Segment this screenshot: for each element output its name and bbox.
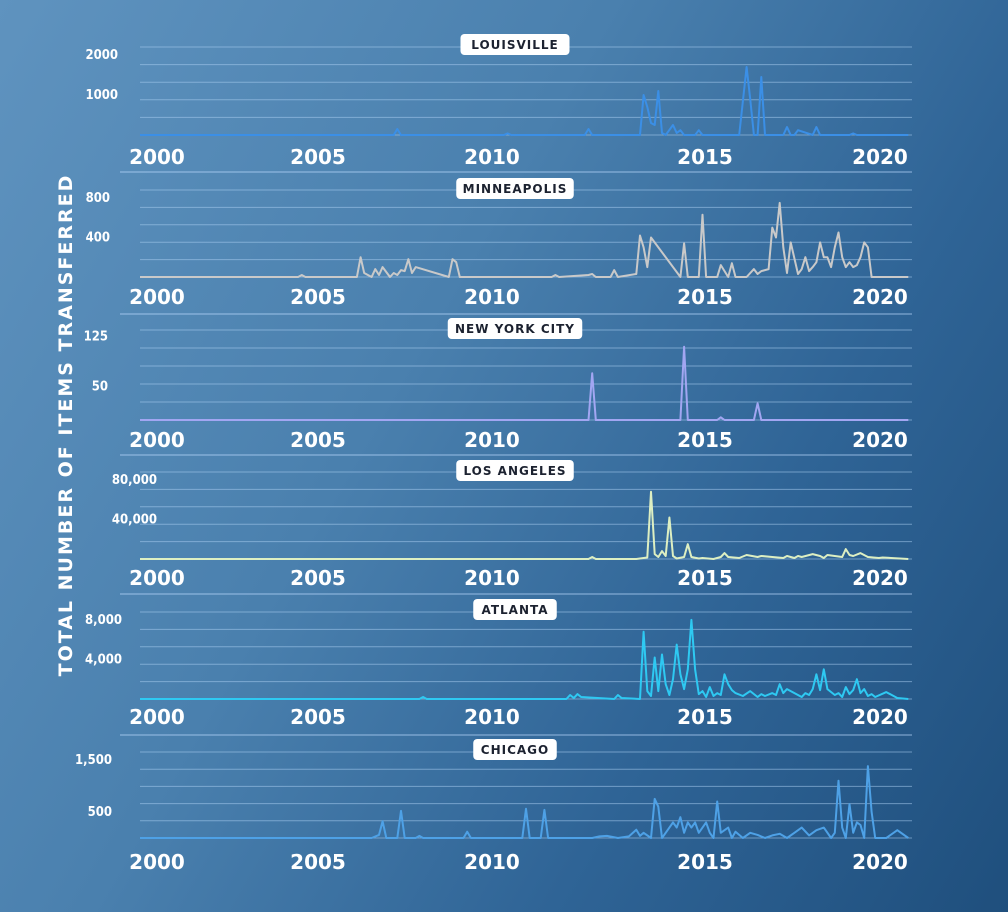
x-tick-label: 2010 — [464, 850, 520, 874]
panel-title-box — [473, 599, 557, 620]
y-tick-label: 8,000 — [85, 613, 122, 628]
y-tick-label: 500 — [88, 805, 112, 820]
panel-title: LOUISVILLE — [471, 38, 559, 52]
y-tick-label: 80,000 — [112, 473, 157, 488]
y-tick-label: 400 — [86, 230, 110, 245]
x-tick-label: 2020 — [852, 850, 908, 874]
x-tick-label: 2010 — [464, 705, 520, 729]
x-tick-label: 2015 — [677, 285, 733, 309]
panel-title-box — [456, 178, 574, 199]
series-line-atlanta — [140, 618, 909, 700]
series-line-los-angeles — [140, 490, 909, 560]
series-line-louisville — [140, 66, 909, 136]
x-tick-label: 2000 — [129, 566, 185, 590]
panel-title: MINNEAPOLIS — [463, 182, 568, 196]
y-tick-label: 4,000 — [85, 652, 122, 667]
x-tick-label: 2010 — [464, 285, 520, 309]
panel-title-box — [447, 318, 583, 339]
x-tick-label: 2005 — [290, 850, 346, 874]
x-tick-label: 2020 — [852, 285, 908, 309]
series-line-chicago — [140, 765, 909, 839]
x-tick-label: 2020 — [852, 705, 908, 729]
panel-title-box — [460, 34, 570, 55]
x-tick-label: 2015 — [677, 705, 733, 729]
y-tick-label: 50 — [92, 380, 108, 395]
x-tick-label: 2005 — [290, 285, 346, 309]
y-tick-label: 800 — [86, 191, 110, 206]
x-tick-label: 2010 — [464, 428, 520, 452]
y-tick-label: 125 — [84, 330, 108, 345]
x-tick-label: 2015 — [677, 428, 733, 452]
x-tick-label: 2005 — [290, 428, 346, 452]
x-tick-label: 2000 — [129, 285, 185, 309]
panel-title: ATLANTA — [481, 603, 548, 617]
y-tick-label: 1,500 — [75, 753, 112, 768]
panel-title: CHICAGO — [481, 743, 549, 757]
x-tick-label: 2005 — [290, 566, 346, 590]
x-tick-label: 2020 — [852, 145, 908, 169]
x-tick-label: 2005 — [290, 705, 346, 729]
panel-title: NEW YORK CITY — [455, 322, 575, 336]
x-tick-label: 2015 — [677, 145, 733, 169]
y-tick-label: 2000 — [85, 48, 118, 63]
x-tick-label: 2010 — [464, 145, 520, 169]
series-line-minneapolis — [140, 201, 909, 278]
series-line-new-york-city — [140, 345, 909, 421]
panel-title-box — [456, 460, 574, 481]
x-tick-label: 2015 — [677, 566, 733, 590]
x-tick-label: 2010 — [464, 566, 520, 590]
x-tick-label: 2020 — [852, 428, 908, 452]
x-tick-label: 2005 — [290, 145, 346, 169]
panel-title-box — [473, 739, 557, 760]
x-tick-label: 2020 — [852, 566, 908, 590]
x-tick-label: 2000 — [129, 705, 185, 729]
x-tick-label: 2015 — [677, 850, 733, 874]
y-tick-label: 40,000 — [112, 512, 157, 527]
panel-title: LOS ANGELES — [463, 464, 566, 478]
x-tick-label: 2000 — [129, 145, 185, 169]
x-tick-label: 2000 — [129, 850, 185, 874]
x-tick-label: 2000 — [129, 428, 185, 452]
y-tick-label: 1000 — [85, 88, 118, 103]
